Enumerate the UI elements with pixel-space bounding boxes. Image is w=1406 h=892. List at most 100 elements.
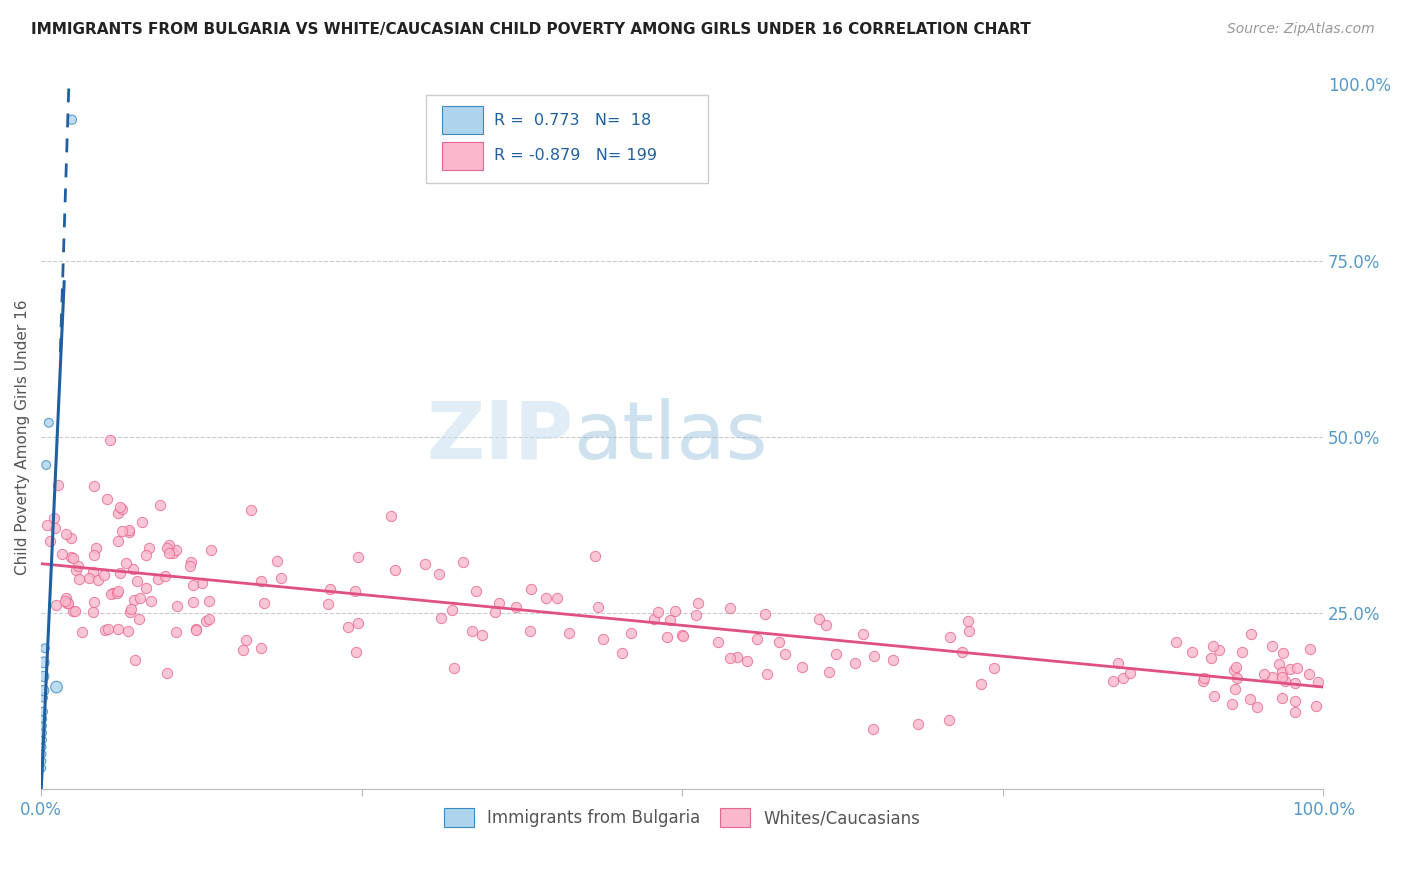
- Point: [1261, 670, 1284, 684]
- Point: [754, 607, 776, 622]
- Point: [82, 606, 104, 620]
- Point: [343, 584, 366, 599]
- Point: [83, 478, 105, 492]
- Point: [84, 541, 107, 555]
- Point: [31, 754, 53, 768]
- Point: [62, 604, 84, 618]
- Point: [1271, 670, 1294, 684]
- Point: [45, 680, 67, 694]
- Point: [107, 534, 129, 549]
- Point: [97, 622, 120, 636]
- Point: [1239, 691, 1261, 706]
- Point: [39, 533, 62, 548]
- Point: [107, 506, 129, 520]
- Point: [488, 596, 510, 610]
- Point: [93, 568, 115, 582]
- Point: [156, 541, 179, 556]
- Point: [1298, 666, 1320, 681]
- Point: [735, 655, 758, 669]
- Point: [1223, 682, 1246, 697]
- Point: [162, 546, 184, 560]
- Point: [1166, 634, 1188, 648]
- Point: [179, 558, 201, 573]
- Point: [100, 433, 122, 447]
- Point: [505, 600, 527, 615]
- Point: [191, 576, 214, 591]
- Point: [519, 624, 541, 638]
- FancyBboxPatch shape: [443, 106, 484, 135]
- Point: [1230, 645, 1253, 659]
- Point: [55, 527, 77, 541]
- Point: [32, 656, 55, 670]
- Point: [108, 566, 131, 581]
- Text: atlas: atlas: [574, 398, 768, 475]
- Point: [181, 578, 204, 592]
- Point: [643, 612, 665, 626]
- Point: [471, 628, 494, 642]
- Point: [77, 570, 100, 584]
- Point: [775, 647, 797, 661]
- Point: [166, 599, 188, 613]
- Point: [720, 651, 742, 665]
- Point: [44, 521, 66, 535]
- Point: [56, 596, 79, 610]
- Point: [1271, 690, 1294, 705]
- Point: [121, 562, 143, 576]
- Point: [65, 604, 87, 618]
- Point: [31, 761, 53, 775]
- Point: [818, 665, 841, 679]
- Point: [907, 716, 929, 731]
- Point: [1181, 645, 1204, 659]
- Point: [103, 586, 125, 600]
- Point: [31, 739, 53, 754]
- Point: [316, 597, 339, 611]
- Point: [32, 683, 55, 698]
- Point: [107, 584, 129, 599]
- Point: [55, 594, 77, 608]
- Point: [153, 568, 176, 582]
- Point: [451, 555, 474, 569]
- Point: [1240, 626, 1263, 640]
- Point: [1208, 643, 1230, 657]
- Point: [166, 624, 188, 639]
- Point: [31, 726, 53, 740]
- FancyBboxPatch shape: [426, 95, 707, 183]
- Point: [647, 606, 669, 620]
- Point: [852, 627, 875, 641]
- Point: [111, 501, 134, 516]
- Point: [655, 631, 678, 645]
- Point: [440, 603, 463, 617]
- Point: [1102, 674, 1125, 689]
- Point: [1202, 689, 1225, 703]
- Point: [745, 632, 768, 646]
- Point: [31, 747, 53, 761]
- Point: [235, 633, 257, 648]
- Point: [96, 491, 118, 506]
- Point: [117, 624, 139, 638]
- Point: [319, 582, 342, 596]
- Point: [35, 518, 58, 533]
- Point: [1225, 660, 1247, 674]
- Point: [120, 602, 142, 616]
- Point: [863, 649, 886, 664]
- Point: [55, 591, 77, 605]
- Point: [815, 618, 838, 632]
- Point: [138, 541, 160, 555]
- Text: R =  0.773   N=  18: R = 0.773 N= 18: [494, 113, 651, 128]
- Point: [586, 599, 609, 614]
- Point: [430, 611, 453, 625]
- Point: [1278, 662, 1301, 676]
- Point: [51, 547, 73, 561]
- Y-axis label: Child Poverty Among Girls Under 16: Child Poverty Among Girls Under 16: [15, 299, 30, 574]
- Point: [146, 572, 169, 586]
- Point: [983, 661, 1005, 675]
- Point: [181, 595, 204, 609]
- Point: [149, 498, 172, 512]
- Point: [32, 690, 55, 705]
- Point: [240, 503, 263, 517]
- Point: [35, 458, 58, 472]
- Point: [110, 524, 132, 538]
- Point: [122, 592, 145, 607]
- Point: [1253, 667, 1275, 681]
- Point: [157, 538, 180, 552]
